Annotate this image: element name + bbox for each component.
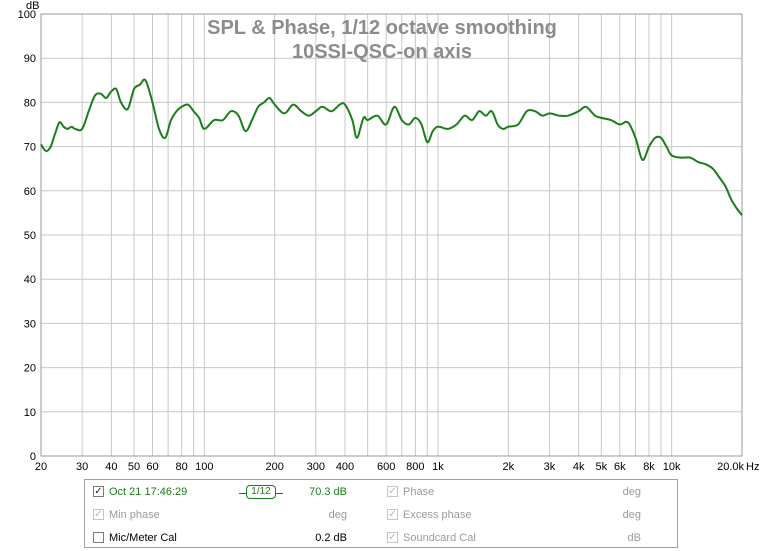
legend-row-min-phase: ✓ Min phase deg ✓ Excess phase deg — [85, 506, 677, 526]
smoothing-line-right — [275, 493, 283, 494]
y-tick-label: 70 — [24, 142, 36, 154]
mic-cal-value: 0.2 dB — [315, 532, 347, 544]
x-tick-label: 30 — [76, 461, 88, 473]
y-tick-label: 60 — [24, 186, 36, 198]
phase-label: Phase — [403, 486, 435, 498]
x-tick-label: 3k — [544, 461, 556, 473]
y-tick-label: 40 — [24, 274, 36, 286]
x-tick-label: 200 — [265, 461, 283, 473]
smoothing-line-left — [239, 493, 247, 494]
trace-value: 70.3 dB — [309, 486, 347, 498]
x-axis-unit-label: Hz — [746, 461, 759, 473]
x-tick-label: 20.0k — [717, 461, 744, 473]
legend-panel: ✓ Oct 21 17:46:29 1/12 70.3 dB ✓ Phase d… — [84, 479, 678, 548]
min-phase-unit: deg — [328, 509, 347, 521]
x-tick-label: 600 — [377, 461, 395, 473]
trace-name: Oct 21 17:46:29 — [109, 486, 188, 498]
y-tick-label: 0 — [30, 451, 36, 463]
smoothing-badge[interactable]: 1/12 — [246, 485, 276, 499]
y-tick-label: 80 — [24, 97, 36, 109]
soundcard-cal-label: Soundcard Cal — [403, 532, 476, 544]
x-tick-label: 2k — [503, 461, 515, 473]
series-layer — [40, 78, 743, 216]
x-tick-label: 50 — [128, 461, 140, 473]
mic-cal-label: Mic/Meter Cal — [109, 532, 177, 544]
x-tick-label: 800 — [406, 461, 424, 473]
soundcard-cal-unit: dB — [627, 532, 641, 544]
excess-phase-checkbox[interactable]: ✓ — [387, 509, 398, 520]
x-tick-label: 10k — [663, 461, 681, 473]
excess-phase-label: Excess phase — [403, 509, 472, 521]
x-tick-label: 4k — [573, 461, 585, 473]
min-phase-checkbox[interactable]: ✓ — [93, 509, 104, 520]
y-tick-label: 100 — [18, 9, 36, 21]
x-tick-label: 8k — [643, 461, 655, 473]
y-tick-label: 30 — [24, 318, 36, 330]
x-tick-label: 300 — [307, 461, 325, 473]
excess-phase-unit: deg — [622, 509, 641, 521]
x-tick-label: 5k — [596, 461, 608, 473]
y-axis-unit-label: dB — [26, 0, 39, 12]
x-tick-label: 1k — [432, 461, 444, 473]
legend-row-trace: ✓ Oct 21 17:46:29 1/12 70.3 dB ✓ Phase d… — [85, 483, 677, 503]
spl-chart: 0 10 20 30 40 50 60 70 80 90 100 20 30 40 50 60 80 100 200… — [18, 0, 760, 473]
phase-unit: deg — [622, 486, 641, 498]
x-tick-label: 40 — [105, 461, 117, 473]
spl-trace-line — [40, 78, 743, 216]
x-tick-label: 60 — [146, 461, 158, 473]
y-tick-label: 20 — [24, 363, 36, 375]
x-tick-label: 20 — [35, 461, 47, 473]
x-tick-label: 80 — [176, 461, 188, 473]
min-phase-label: Min phase — [109, 509, 160, 521]
x-tick-label: 100 — [195, 461, 213, 473]
x-tick-label: 6k — [614, 461, 626, 473]
chart-title: SPL & Phase, 1/12 octave smoothing — [207, 17, 557, 39]
x-tick-label: 400 — [336, 461, 354, 473]
mic-cal-checkbox[interactable] — [93, 532, 104, 543]
phase-checkbox[interactable]: ✓ — [387, 486, 398, 497]
legend-row-cal: Mic/Meter Cal 0.2 dB ✓ Soundcard Cal dB — [85, 529, 677, 549]
y-tick-label: 10 — [24, 407, 36, 419]
chart-subtitle: 10SSI-QSC-on axis — [292, 41, 472, 63]
trace-checkbox[interactable]: ✓ — [93, 486, 104, 497]
y-tick-label: 50 — [24, 230, 36, 242]
plot-frame — [40, 13, 743, 457]
soundcard-cal-checkbox[interactable]: ✓ — [387, 532, 398, 543]
tick-labels: 0 10 20 30 40 50 60 70 80 90 100 20 30 40 50 60 80 100 200… — [18, 9, 745, 473]
y-tick-label: 90 — [24, 53, 36, 65]
